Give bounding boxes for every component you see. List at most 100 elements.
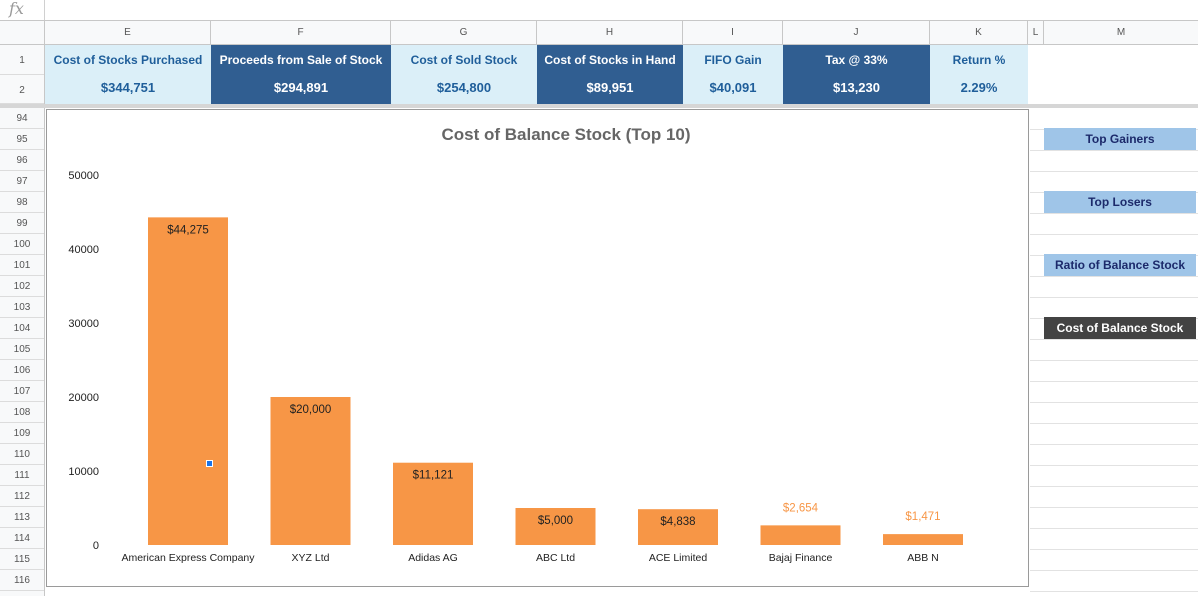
- x-category-label: Bajaj Finance: [769, 552, 833, 564]
- row-header[interactable]: 116: [0, 570, 44, 591]
- y-tick-label: 30000: [68, 318, 99, 330]
- row-header[interactable]: 112: [0, 486, 44, 507]
- column-header-m[interactable]: M: [1116, 27, 1126, 38]
- grid-line: [1030, 402, 1198, 403]
- y-tick-label: 40000: [68, 244, 99, 256]
- row-header[interactable]: 108: [0, 402, 44, 423]
- x-category-label: ACE Limited: [649, 552, 708, 564]
- kpi-label-cost-purchased[interactable]: Cost of Stocks Purchased: [45, 45, 211, 75]
- formula-bar-divider: [44, 0, 45, 20]
- row-header[interactable]: 1: [0, 45, 44, 75]
- row-header[interactable]: 98: [0, 192, 44, 213]
- ratio-balance-stock-button[interactable]: Ratio of Balance Stock: [1044, 254, 1196, 276]
- grid-line: [1030, 297, 1198, 298]
- bar[interactable]: [270, 397, 351, 545]
- column-header-g[interactable]: G: [391, 21, 537, 44]
- cost-balance-stock-button[interactable]: Cost of Balance Stock: [1044, 317, 1196, 339]
- grid-line: [1030, 507, 1198, 508]
- column-header-h[interactable]: H: [537, 21, 683, 44]
- row-header[interactable]: 106: [0, 360, 44, 381]
- bar[interactable]: [148, 217, 228, 545]
- kpi-label-cost-sold[interactable]: Cost of Sold Stock: [391, 45, 537, 75]
- grid-line: [1030, 465, 1198, 466]
- formula-bar: fx: [0, 0, 1198, 21]
- kpi-label-return[interactable]: Return %: [930, 45, 1028, 75]
- x-category-label: American Express Company: [121, 552, 255, 564]
- formula-input[interactable]: [46, 1, 1194, 19]
- row-header[interactable]: 109: [0, 423, 44, 444]
- column-header-j[interactable]: J: [783, 21, 930, 44]
- grid-line: [1030, 381, 1198, 382]
- grid-line: [1030, 444, 1198, 445]
- row-header[interactable]: 104: [0, 318, 44, 339]
- y-tick-label: 0: [93, 540, 99, 552]
- kpi-label-cost-in-hand[interactable]: Cost of Stocks in Hand: [537, 45, 683, 75]
- kpi-value-cost-purchased[interactable]: $344,751: [45, 75, 211, 104]
- top-gainers-button[interactable]: Top Gainers: [1044, 128, 1196, 150]
- column-header-k[interactable]: K: [930, 21, 1028, 44]
- row-header[interactable]: 101: [0, 255, 44, 276]
- row-header[interactable]: 100: [0, 234, 44, 255]
- x-category-label: Adidas AG: [408, 552, 458, 564]
- chart-title: Cost of Balance Stock (Top 10): [441, 125, 690, 144]
- chart-selection-handle[interactable]: [206, 460, 213, 467]
- row-header[interactable]: 107: [0, 381, 44, 402]
- bar[interactable]: [393, 462, 473, 545]
- row-header[interactable]: 111: [0, 465, 44, 486]
- grid-line: [1030, 276, 1198, 277]
- kpi-value-return[interactable]: 2.29%: [930, 75, 1028, 104]
- bar-data-label: $20,000: [290, 404, 332, 416]
- bar-data-label: $2,654: [783, 502, 819, 514]
- bar-series: $44,275 American Express Company $20,000 XY…: [121, 217, 963, 564]
- row-header[interactable]: 114: [0, 528, 44, 549]
- frozen-rows-divider[interactable]: [0, 104, 1198, 108]
- grid-line: [1030, 528, 1198, 529]
- y-axis: 0 10000 20000 30000 40000 50000: [68, 170, 99, 552]
- bar-data-label: $11,121: [413, 470, 454, 482]
- grid-line: [1030, 486, 1198, 487]
- kpi-value-cost-in-hand[interactable]: $89,951: [537, 75, 683, 104]
- grid-line: [1030, 171, 1198, 172]
- row-header[interactable]: 103: [0, 297, 44, 318]
- select-all-corner[interactable]: [0, 21, 45, 44]
- grid-line: [1030, 360, 1198, 361]
- row-header[interactable]: 95: [0, 129, 44, 150]
- bar-data-label: $5,000: [538, 515, 573, 527]
- row-header[interactable]: 94: [0, 108, 44, 129]
- row-header[interactable]: 2: [0, 75, 44, 104]
- bar[interactable]: [883, 534, 963, 545]
- kpi-value-tax[interactable]: $13,230: [783, 75, 930, 104]
- kpi-label-tax[interactable]: Tax @ 33%: [783, 45, 930, 75]
- kpi-value-fifo-gain[interactable]: $40,091: [683, 75, 783, 104]
- row-header[interactable]: 115: [0, 549, 44, 570]
- bar[interactable]: [638, 509, 718, 545]
- column-header-i[interactable]: I: [683, 21, 783, 44]
- kpi-value-proceeds-sale[interactable]: $294,891: [211, 75, 391, 104]
- column-header-e[interactable]: E: [45, 21, 211, 44]
- grid-line: [1030, 591, 1198, 592]
- column-header-f[interactable]: F: [211, 21, 391, 44]
- y-tick-label: 50000: [68, 170, 99, 182]
- bar[interactable]: [760, 525, 841, 545]
- kpi-value-cost-sold[interactable]: $254,800: [391, 75, 537, 104]
- row-header[interactable]: 97: [0, 171, 44, 192]
- bar-chart[interactable]: Cost of Balance Stock (Top 10) 0 10000 200…: [46, 109, 1029, 587]
- row-header[interactable]: 113: [0, 507, 44, 528]
- column-header-row: E F G H I J K L M: [0, 21, 1198, 45]
- grid-line: [1030, 339, 1198, 340]
- row-header[interactable]: 110: [0, 444, 44, 465]
- top-losers-button[interactable]: Top Losers: [1044, 191, 1196, 213]
- row-header[interactable]: 105: [0, 339, 44, 360]
- bar-chart-svg: Cost of Balance Stock (Top 10) 0 10000 200…: [68, 125, 963, 564]
- row-header[interactable]: 102: [0, 276, 44, 297]
- bar[interactable]: [515, 508, 596, 545]
- kpi-label-fifo-gain[interactable]: FIFO Gain: [683, 45, 783, 75]
- grid-line: [1030, 549, 1198, 550]
- bar-data-label: $1,471: [905, 511, 940, 523]
- row-header[interactable]: 99: [0, 213, 44, 234]
- column-header-l[interactable]: L: [1028, 21, 1044, 44]
- kpi-label-proceeds-sale[interactable]: Proceeds from Sale of Stock: [211, 45, 391, 75]
- x-category-label: ABB N: [907, 552, 939, 564]
- row-header[interactable]: 96: [0, 150, 44, 171]
- grid-line: [1030, 150, 1198, 151]
